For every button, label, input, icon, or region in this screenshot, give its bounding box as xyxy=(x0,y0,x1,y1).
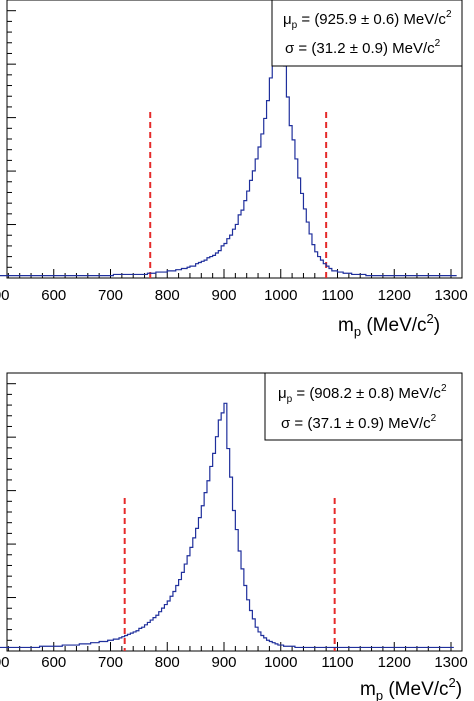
bottom-x-tick-label: 600 xyxy=(41,654,66,671)
top-x-tick-label: 600 xyxy=(41,287,66,304)
bottom-histogram xyxy=(0,402,454,649)
bottom-mu-text: μp = (908.2 ± 0.8) MeV/c2 xyxy=(278,383,447,405)
bottom-panel: 500 600 700 800 900 1000 1100 1200 1300 mp (MeV/… xyxy=(0,372,468,701)
bottom-x-tick-label: 1100 xyxy=(321,654,353,671)
top-panel: 500 600 700 800 900 1000 1100 1200 1300 mp (MeV/… xyxy=(0,0,468,339)
top-x-tick-labels: 500 600 700 800 900 1000 1100 1200 1300 xyxy=(0,287,468,304)
bottom-stats-box: μp = (908.2 ± 0.8) MeV/c2 σ = (37.1 ± 0.… xyxy=(264,372,463,441)
bottom-x-tick-label: 1200 xyxy=(378,654,411,671)
top-x-tick-label: 800 xyxy=(155,287,180,304)
top-histogram xyxy=(0,24,457,277)
top-x-tick-label: 1200 xyxy=(378,287,411,304)
bottom-x-tick-label: 800 xyxy=(155,654,180,671)
top-x-tick-label: 1300 xyxy=(434,287,467,304)
bottom-x-tick-label: 700 xyxy=(98,654,123,671)
top-cut-lines xyxy=(149,112,328,278)
bottom-x-axis-title: mp (MeV/c2) xyxy=(360,675,462,701)
bottom-x-tick-label: 1300 xyxy=(434,654,467,671)
top-x-tick-label: 500 xyxy=(0,287,10,304)
top-x-tick-label: 700 xyxy=(98,287,123,304)
top-stats-box: μp = (925.9 ± 0.6) MeV/c2 σ = (31.2 ± 0.… xyxy=(271,0,463,67)
bottom-x-ticks xyxy=(7,642,452,651)
bottom-x-tick-label: 900 xyxy=(211,654,236,671)
bottom-x-tick-label: 500 xyxy=(0,654,10,671)
bottom-cut-lines xyxy=(123,498,336,651)
top-x-tick-label: 1000 xyxy=(264,287,297,304)
bottom-x-tick-label: 1000 xyxy=(264,654,297,671)
bottom-y-ticks xyxy=(7,372,16,652)
top-y-ticks xyxy=(7,0,16,279)
top-x-ticks xyxy=(7,269,452,278)
top-sigma-text: σ = (31.2 ± 0.9) MeV/c2 xyxy=(285,38,441,57)
top-x-tick-label: 1100 xyxy=(321,287,353,304)
top-x-axis-title: mp (MeV/c2) xyxy=(338,311,440,339)
top-x-tick-label: 900 xyxy=(211,287,236,304)
top-mu-text: μp = (925.9 ± 0.6) MeV/c2 xyxy=(283,9,452,31)
bottom-sigma-text: σ = (37.1 ± 0.9) MeV/c2 xyxy=(281,413,437,432)
bottom-x-tick-labels: 500 600 700 800 900 1000 1100 1200 1300 xyxy=(0,654,468,671)
